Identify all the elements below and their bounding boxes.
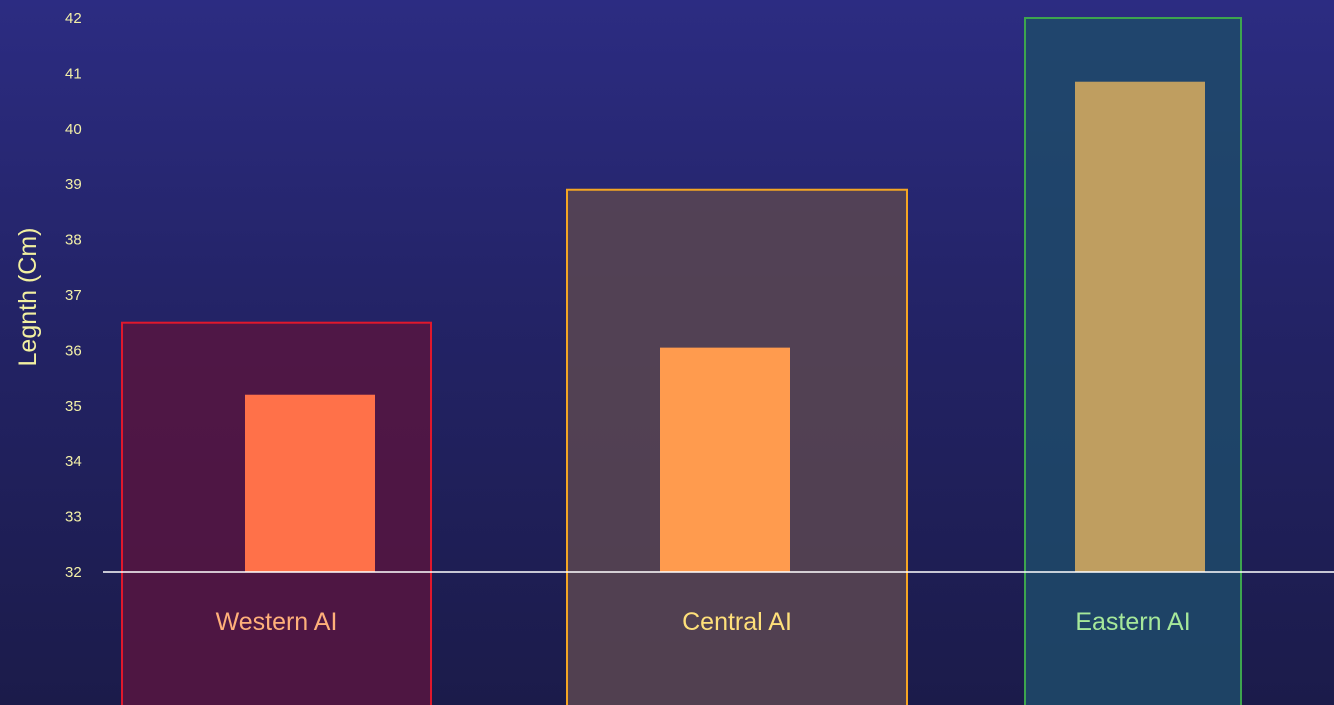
y-tick-label-9: 41 xyxy=(65,65,82,82)
y-axis-label: Legnth (Cm) xyxy=(14,228,42,367)
y-tick-label-3: 35 xyxy=(65,398,82,415)
y-tick-label-0: 32 xyxy=(65,564,82,581)
bar-1 xyxy=(660,347,790,572)
bars xyxy=(245,81,1205,573)
bar-2 xyxy=(1075,81,1205,573)
y-tick-label-8: 40 xyxy=(65,121,82,138)
y-tick-label-6: 38 xyxy=(65,232,82,249)
y-tick-label-5: 37 xyxy=(65,287,82,304)
category-label-2: Eastern AI xyxy=(1075,608,1190,636)
y-tick-label-7: 39 xyxy=(65,176,82,193)
y-tick-label-4: 36 xyxy=(65,342,82,359)
y-tick-label-2: 34 xyxy=(65,453,82,470)
bar-0 xyxy=(245,394,375,572)
category-label-1: Central AI xyxy=(682,608,792,636)
y-tick-label-10: 42 xyxy=(65,10,82,27)
y-axis-ticks: 32 33 34 35 36 37 38 39 40 41 42 xyxy=(65,10,82,581)
category-labels: Western AI Central AI Eastern AI xyxy=(216,608,1191,636)
y-tick-label-1: 33 xyxy=(65,509,82,526)
category-label-0: Western AI xyxy=(216,608,338,636)
